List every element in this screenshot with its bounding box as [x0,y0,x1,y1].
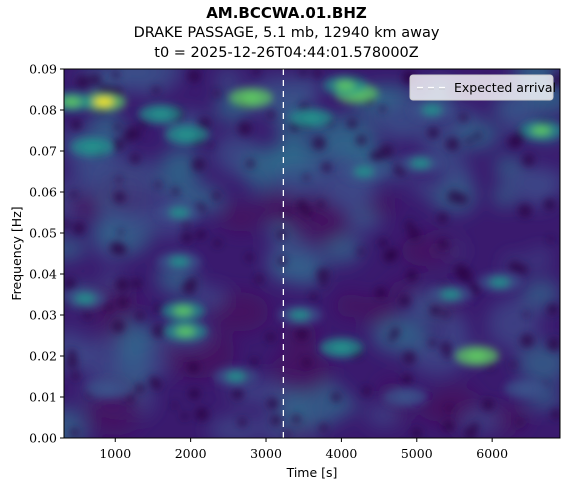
heatmap-hotspot-core [75,293,96,304]
y-tick-label: 0.07 [29,144,57,159]
x-tick-label: 1000 [99,446,131,461]
x-tick-label: 3000 [250,446,282,461]
legend: Expected arrival [409,74,556,101]
heatmap-hotspots [64,75,560,407]
y-tick-label: 0.08 [29,103,57,118]
heatmap-hotspot-core [176,129,197,140]
event-subtitle: DRAKE PASSAGE, 5.1 mb, 12940 km away [133,25,440,41]
heatmap-hotspot-core [225,371,246,382]
x-axis-ticks: 1000 2000 3000 4000 5000 6000 [99,438,508,461]
y-tick-label: 0.03 [29,308,57,323]
heatmap-hotspot-core [64,96,82,107]
y-axis-ticks: 0.00 0.01 0.02 0.03 0.04 0.05 0.06 0.07 0.08 0.09 [29,62,64,446]
x-tick-label: 2000 [175,446,207,461]
heatmap-hotspot-core [93,96,114,107]
heatmap-hotspot-core [169,207,190,218]
heatmap-hotspot-core [82,141,103,152]
y-tick-label: 0.06 [29,185,57,200]
heatmap-hotspot-core [467,351,488,361]
heatmap-hotspot-core [175,326,196,337]
heatmap-hotspot-core [489,277,510,288]
x-tick-label: 4000 [325,446,357,461]
heatmap-hotspot-core [289,310,310,320]
heatmap-hotspot-core [169,256,190,267]
x-axis-label: Time [s] [286,465,338,480]
origin-time-subtitle: t0 = 2025-12-26T04:44:01.578000Z [154,45,419,61]
heatmap-hotspot-core [335,80,356,91]
heatmap-hotspot-core [354,166,375,177]
heatmap-hotspot-core [150,109,171,120]
y-tick-label: 0.05 [29,226,57,241]
heatmap-hotspot-core [395,392,416,402]
x-tick-label: 5000 [401,446,433,461]
y-tick-label: 0.00 [29,431,57,446]
y-tick-label: 0.04 [29,267,57,282]
heatmap-hotspot-core [173,305,194,316]
heatmap-hotspot-core [531,125,552,136]
station-title: AM.BCCWA.01.BHZ [206,4,367,22]
heatmap-hotspot-core [240,92,261,103]
heatmap-hotspot-core [516,383,537,394]
y-tick-label: 0.02 [29,349,57,364]
y-tick-label: 0.01 [29,390,57,405]
y-axis-label: Frequency [Hz] [9,206,24,300]
plot-frame [63,68,561,439]
heatmap-area [64,69,560,438]
heatmap-hotspot-core [421,105,442,115]
heatmap-hotspot-core [440,289,461,300]
heatmap-hotspot-core [410,158,431,169]
heatmap-hotspot-core [301,113,322,124]
heatmap-hotspot-core [97,383,118,394]
heatmap-hotspot-core [331,342,352,353]
legend-box [409,74,554,101]
y-tick-label: 0.09 [29,62,57,77]
x-tick-label: 6000 [476,446,508,461]
legend-label-expected-arrival: Expected arrival [454,80,556,95]
